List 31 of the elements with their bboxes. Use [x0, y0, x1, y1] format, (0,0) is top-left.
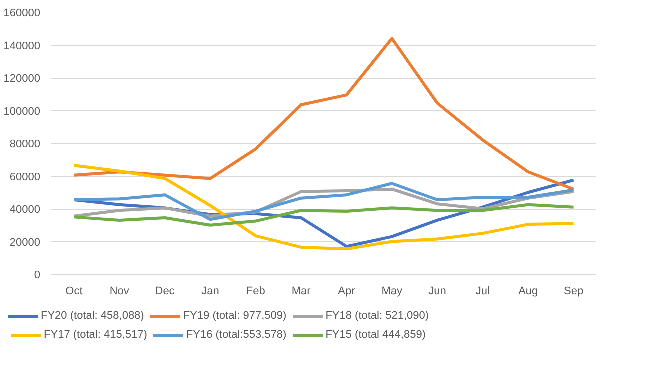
x-tick-label: Feb [246, 286, 266, 298]
legend-label: FY17 (total: 415,517) [44, 328, 148, 344]
line-series [72, 182, 576, 222]
legend-label: FY18 (total: 521,090) [326, 308, 430, 324]
y-tick-label: 20000 [10, 236, 41, 249]
line-series [72, 37, 576, 191]
x-tick-label: Dec [155, 286, 176, 298]
y-tick-label: 40000 [10, 204, 41, 216]
x-tick-label: Sep [564, 286, 584, 298]
x-tick-label: Jun [428, 286, 446, 298]
line-series [72, 164, 576, 251]
y-tick-label: 160000 [4, 8, 41, 20]
legend-label: FY19 (total: 977,509) [183, 308, 287, 324]
y-tick-label: 60000 [10, 171, 41, 184]
y-tick-label: 100000 [4, 106, 41, 118]
legend-label: FY20 (total: 458,088) [41, 308, 144, 324]
y-tick-label: 80000 [10, 138, 41, 150]
legend-label: FY15 (total 444,859) [326, 328, 426, 344]
y-tick-label: 0 [34, 270, 41, 282]
legend-label: FY16 (total:553,578) [186, 328, 287, 344]
y-tick-label: 120000 [4, 73, 41, 85]
x-tick-label: Apr [338, 286, 356, 298]
y-tick-label: 140000 [4, 40, 41, 52]
x-tick-label: Nov [110, 286, 130, 298]
line-series [72, 203, 576, 227]
x-tick-label: May [382, 286, 404, 298]
x-tick-label: Aug [518, 286, 538, 298]
x-tick-label: Mar [292, 286, 312, 298]
x-tick-label: Oct [66, 286, 83, 298]
x-tick-label: Jan [202, 286, 220, 298]
x-tick-label: Jul [476, 286, 490, 298]
